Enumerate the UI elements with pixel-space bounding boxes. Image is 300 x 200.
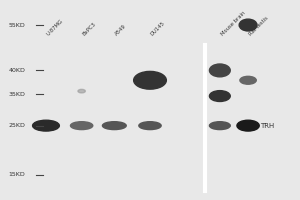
- Ellipse shape: [139, 122, 161, 130]
- Ellipse shape: [78, 89, 85, 93]
- Text: TRH: TRH: [260, 123, 274, 129]
- Text: 15KD: 15KD: [8, 172, 25, 177]
- Ellipse shape: [209, 122, 230, 130]
- Ellipse shape: [237, 120, 259, 131]
- Ellipse shape: [70, 122, 93, 130]
- Text: 25KD: 25KD: [8, 123, 25, 128]
- Ellipse shape: [33, 120, 59, 131]
- Ellipse shape: [102, 122, 126, 130]
- Ellipse shape: [209, 91, 230, 101]
- Text: U-87MG: U-87MG: [46, 19, 64, 37]
- Ellipse shape: [209, 64, 230, 77]
- Text: A549: A549: [114, 24, 128, 37]
- Text: 35KD: 35KD: [8, 92, 25, 97]
- Ellipse shape: [134, 71, 166, 89]
- Text: 40KD: 40KD: [8, 68, 25, 73]
- Text: Rat testis: Rat testis: [248, 16, 269, 37]
- Ellipse shape: [240, 76, 256, 84]
- Ellipse shape: [239, 19, 257, 31]
- Text: Mouse brain: Mouse brain: [220, 10, 246, 37]
- Text: 55KD: 55KD: [8, 23, 25, 28]
- Text: BxPC3: BxPC3: [82, 22, 97, 37]
- Text: DU145: DU145: [150, 21, 166, 37]
